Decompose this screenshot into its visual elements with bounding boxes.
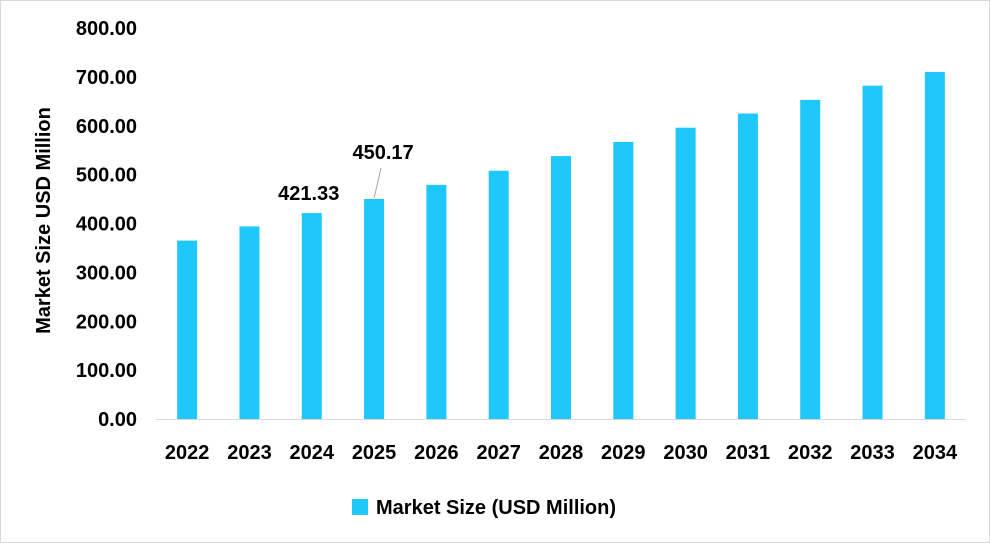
legend: Market Size (USD Million) <box>352 497 616 519</box>
y-axis-title: Market Size USD Million <box>33 107 55 334</box>
data-label-leader-line <box>373 167 382 199</box>
data-label-2025: 450.17 <box>352 142 413 164</box>
bar-2034 <box>924 71 945 420</box>
bar-2026 <box>426 184 447 419</box>
bar-2022 <box>177 240 198 419</box>
bar-2032 <box>800 99 821 419</box>
y-tick-label: 800.00 <box>76 18 137 40</box>
x-tick-label: 2034 <box>913 442 958 464</box>
x-tick-label: 2025 <box>352 442 397 464</box>
bar-2031 <box>737 113 758 419</box>
x-tick-label: 2027 <box>476 442 521 464</box>
bar-2029 <box>613 141 634 419</box>
y-tick-label: 600.00 <box>76 116 137 138</box>
y-tick-label: 500.00 <box>76 165 137 187</box>
x-tick-label: 2030 <box>663 442 708 464</box>
x-tick-label: 2033 <box>850 442 895 464</box>
x-tick-label: 2029 <box>601 442 646 464</box>
data-labels: 421.33 450.17 <box>278 142 413 205</box>
bar-2024 <box>301 213 322 419</box>
legend-label: Market Size (USD Million) <box>376 497 616 519</box>
y-tick-label: 400.00 <box>76 214 137 236</box>
bar-2027 <box>488 170 509 419</box>
y-tick-label: 700.00 <box>76 67 137 89</box>
data-label-2024: 421.33 <box>278 183 339 205</box>
bar-2030 <box>675 127 696 419</box>
bar-series <box>177 71 945 420</box>
bar-2025 <box>364 198 385 419</box>
y-tick-label: 100.00 <box>76 360 137 382</box>
y-axis-tick-labels: 0.00 100.00 200.00 300.00 400.00 500.00 600.00… <box>76 18 137 431</box>
y-tick-label: 300.00 <box>76 262 137 284</box>
x-tick-label: 2023 <box>227 442 272 464</box>
x-axis-tick-labels: 2022 2023 2024 2025 2026 2027 2028 2029 2030 2031… <box>165 442 958 464</box>
x-tick-label: 2022 <box>165 442 210 464</box>
x-tick-label: 2028 <box>539 442 584 464</box>
x-tick-label: 2026 <box>414 442 459 464</box>
bar-2023 <box>239 226 260 419</box>
y-tick-label: 200.00 <box>76 311 137 333</box>
x-tick-label: 2031 <box>726 442 771 464</box>
x-tick-label: 2032 <box>788 442 833 464</box>
bar-2033 <box>862 85 883 420</box>
y-tick-label: 0.00 <box>98 409 137 431</box>
x-tick-label: 2024 <box>290 442 335 464</box>
bar-2028 <box>551 156 571 420</box>
legend-swatch <box>352 499 368 515</box>
